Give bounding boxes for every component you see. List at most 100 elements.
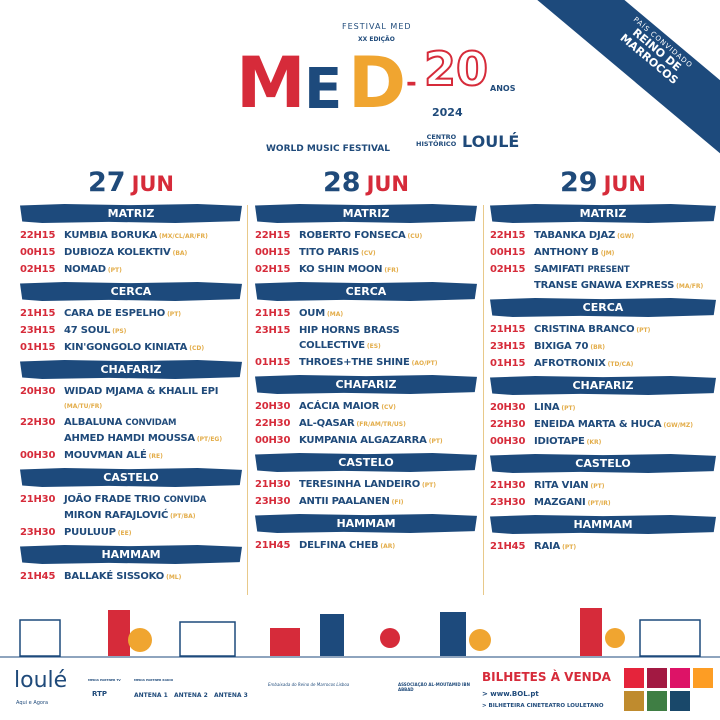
ticket-site-link[interactable]: > www.BOL.pt	[482, 690, 539, 698]
year: 2024	[432, 106, 463, 119]
act-details: NOMAD (PT)	[64, 262, 122, 278]
artist-name: BIXIGA 70	[534, 341, 589, 352]
sdg-goal-icon	[647, 691, 667, 711]
day-number: 27	[87, 167, 126, 198]
column-divider	[483, 205, 484, 595]
artist-name: TERESINHA LANDEIRO	[299, 479, 420, 490]
act-time: 20H30	[490, 402, 526, 413]
artist-name: SAMIFATI	[534, 264, 585, 275]
day-heading: 29 JUN	[490, 166, 716, 200]
act-time: 22H30	[20, 417, 56, 428]
country-code: (MA)	[326, 311, 344, 318]
act-details: RAIA (PT)	[534, 539, 576, 555]
act-time: 21H30	[490, 480, 526, 491]
act-row: 21H30 JOÃO FRADE TRIO CONVIDA MIRON RAFAJL…	[20, 492, 242, 524]
act-time: 01H15	[20, 342, 56, 353]
act-time: 22H15	[255, 230, 291, 241]
artist-name-2: AHMED HAMDI MOUSSA	[64, 433, 195, 444]
artist-name: IDIOTAPE	[534, 436, 585, 447]
act-details: AFROTRONIX (TD/CA)	[534, 356, 633, 372]
act-details: IDIOTAPE (KR)	[534, 434, 601, 450]
venue-banner: CHAFARIZ	[490, 376, 716, 395]
artist-name: ACÁCIA MAIOR	[299, 401, 380, 412]
ticket-office: > BILHETEIRA CINETEATRO LOULETANO	[482, 703, 604, 709]
artist-name: LINA	[534, 402, 560, 413]
act-time: 00H30	[255, 435, 291, 446]
act-time: 23H30	[255, 496, 291, 507]
artist-name-2: TRANSE GNAWA EXPRESS	[534, 280, 675, 291]
day-number: 28	[322, 167, 361, 198]
festival-logo: FESTIVAL MED XX EDIÇÃO M E D - WORLD MUS…	[236, 8, 519, 158]
country-code: (PT)	[107, 267, 122, 274]
act-details: TABANKA DJAZ (GW)	[534, 228, 634, 244]
act-row: 02H15 SAMIFATI PRESENT TRANSE GNAWA EXPRES…	[490, 262, 716, 294]
venue-banner: MATRIZ	[255, 204, 477, 223]
artist-name: MAZGANI	[534, 497, 586, 508]
artist-name: KUMBIA BORUKA	[64, 230, 158, 241]
country-code: (RE)	[148, 453, 163, 460]
country-code: (MA/FR)	[676, 283, 704, 290]
artist-name: ENEIDA MARTA & HUCA	[534, 419, 662, 430]
sdg-goal-icon	[624, 668, 644, 688]
artist-name: ALBALUNA	[64, 417, 123, 428]
artist-name: THROES+THE SHINE	[299, 357, 410, 368]
act-time: 21H15	[20, 308, 56, 319]
artist-name: DUBIOZA KOLEKTIV	[64, 247, 171, 258]
act-details: BALLAKÉ SISSOKO (ML)	[64, 569, 181, 585]
venue-banner: CASTELO	[20, 468, 242, 487]
artist-name: WIDAD MJAMA & KHALIL EPI	[64, 386, 219, 397]
country-code: (BR)	[590, 344, 606, 351]
country-code: (PT)	[422, 482, 436, 489]
venue-banner: CERCA	[490, 298, 716, 317]
venue-banner: CASTELO	[255, 453, 477, 472]
act-row: 21H45 DELFINA CHEB (AR)	[255, 538, 477, 554]
venue-banner: MATRIZ	[490, 204, 716, 223]
act-details: ROBERTO FONSECA (CU)	[299, 228, 422, 244]
sdg-goal-icon	[624, 691, 644, 711]
country-code: (MX/CL/AR/FR)	[159, 233, 208, 240]
act-details: ENEIDA MARTA & HUCA (GW/MZ)	[534, 417, 693, 433]
artist-name: TITO PARIS	[299, 247, 360, 258]
act-details: HIP HORNS BRASS COLLECTIVE (ES)	[299, 323, 400, 354]
artist-name: JOÃO FRADE TRIO	[64, 494, 161, 505]
act-time: 01H15	[490, 358, 526, 369]
act-details: KIN'GONGOLO KINIATA (CD)	[64, 340, 204, 356]
centro-label: CENTRO	[426, 133, 457, 141]
artist-name-2: COLLECTIVE	[299, 340, 365, 351]
artist-name: KUMPANIA ALGAZARRA	[299, 435, 427, 446]
act-time: 23H30	[20, 527, 56, 538]
act-time: 22H15	[20, 230, 56, 241]
antena-3-logo: ANTENA 3	[214, 692, 248, 699]
act-row: 00H30 IDIOTAPE (KR)	[490, 434, 716, 450]
act-time: 23H15	[255, 325, 291, 336]
act-details: RITA VIAN (PT)	[534, 478, 604, 494]
country-code: (BA)	[172, 250, 188, 257]
country-code: (ES)	[366, 343, 381, 350]
country-code: (MA/TU/FR)	[64, 403, 103, 410]
act-details: KUMPANIA ALGAZARRA (PT)	[299, 433, 443, 449]
artist-name: DELFINA CHEB	[299, 540, 379, 551]
act-time: 00H15	[255, 247, 291, 258]
act-row: 21H45 RAIA (PT)	[490, 539, 716, 555]
country-code: (GW/MZ)	[663, 422, 693, 429]
artist-name: CARA DE ESPELHO	[64, 308, 166, 319]
country-code: (PT)	[562, 544, 577, 551]
act-details: TERESINHA LANDEIRO (PT)	[299, 477, 436, 493]
venue-banner: HAMMAM	[255, 514, 477, 533]
act-time: 23H15	[20, 325, 56, 336]
act-row: 01H15 THROES+THE SHINE (AO/PT)	[255, 355, 477, 371]
logo-letter-e: E	[304, 57, 343, 122]
artist-name: RITA VIAN	[534, 480, 589, 491]
act-time: 21H45	[255, 540, 291, 551]
country-code: (KR)	[586, 439, 602, 446]
venue-banner: CHAFARIZ	[255, 375, 477, 394]
act-details: TITO PARIS (CV)	[299, 245, 376, 261]
country-code: (PT)	[428, 438, 443, 445]
sdg-goal-icon	[670, 668, 690, 688]
country-code: (GW)	[617, 233, 635, 240]
sdg-goal-icon	[647, 668, 667, 688]
country-code: (PT)	[561, 405, 576, 412]
historico-label: HISTÓRICO	[416, 140, 457, 149]
act-row: 23H30 PUULUUP (EE)	[20, 525, 242, 541]
act-time: 21H30	[255, 479, 291, 490]
